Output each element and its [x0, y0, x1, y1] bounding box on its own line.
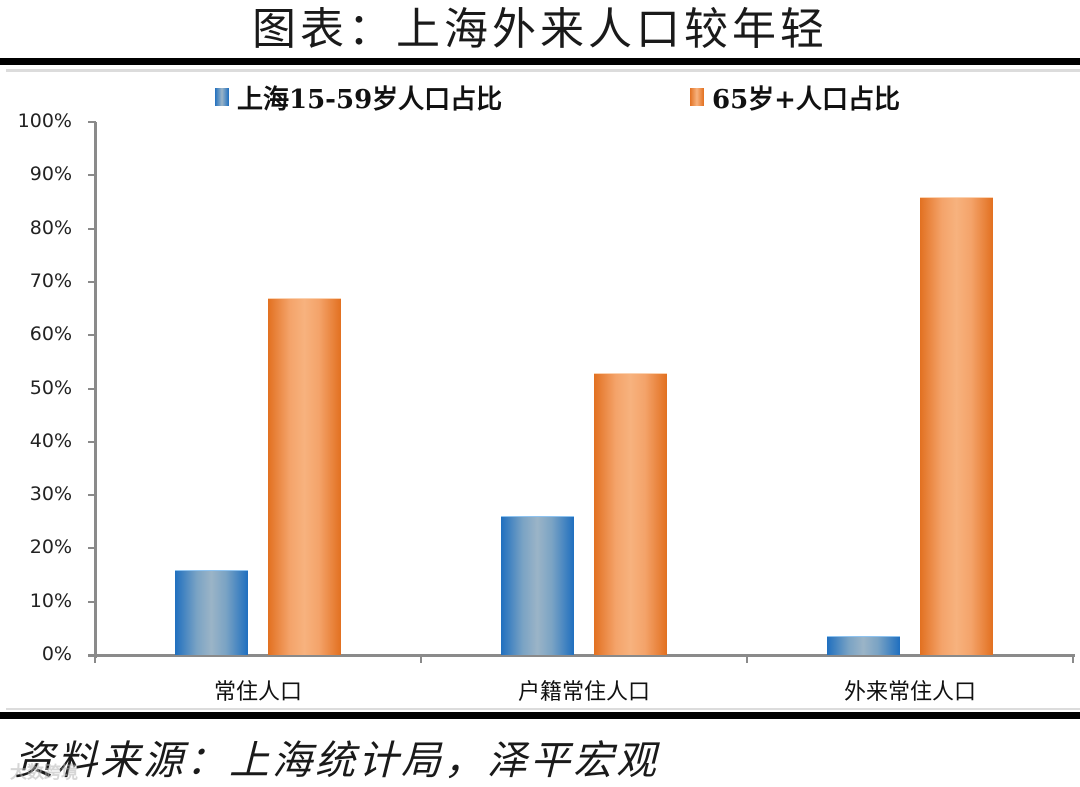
y-tick-label: 20%	[29, 536, 72, 559]
x-axis	[88, 654, 1075, 657]
bar-elderly-0	[268, 297, 341, 655]
bar-working-age-2	[827, 636, 900, 655]
y-tick-label: 50%	[29, 376, 72, 399]
bar-elderly-1	[594, 372, 667, 655]
y-tick-mark	[88, 174, 96, 177]
x-category-label: 常住人口	[213, 680, 302, 705]
top-divider	[0, 58, 1080, 65]
chart-title: 图表：上海外来人口较年轻	[252, 4, 828, 55]
x-category-label: 户籍常住人口	[517, 680, 650, 705]
y-tick-mark	[88, 654, 96, 656]
y-tick-mark	[88, 600, 96, 603]
y-tick-mark	[88, 440, 96, 443]
x-tick-mark	[1072, 654, 1074, 663]
y-tick-label: 40%	[29, 429, 72, 452]
y-tick-mark	[88, 280, 96, 283]
y-tick-label: 0%	[41, 643, 72, 665]
top-thin-divider	[6, 69, 1080, 72]
y-tick-mark	[88, 227, 96, 230]
y-tick-label: 60%	[29, 323, 72, 346]
bottom-divider	[0, 712, 1080, 719]
y-tick-mark	[88, 334, 96, 337]
legend-item-elderly: 65岁+人口占比	[690, 80, 900, 115]
x-tick-mark	[94, 654, 96, 663]
y-tick-label: 30%	[29, 483, 72, 506]
bar-elderly-2	[920, 196, 993, 655]
y-tick-mark	[88, 387, 96, 390]
y-tick-label: 90%	[29, 163, 72, 186]
legend-label: 上海15-59岁人口占比	[237, 84, 503, 115]
watermark: 大数跨境	[10, 763, 78, 783]
bar-working-age-0	[175, 569, 248, 655]
y-tick-label: 10%	[29, 589, 72, 612]
y-tick-label: 80%	[29, 216, 72, 239]
legend-label: 65岁+人口占比	[712, 84, 900, 115]
y-axis	[94, 122, 97, 658]
y-tick-mark	[88, 121, 96, 123]
y-tick-label: 70%	[29, 269, 72, 292]
x-tick-mark	[746, 654, 748, 663]
source-note: 资料来源：上海统计局，泽平宏观	[14, 738, 659, 784]
bottom-thin-divider	[6, 708, 1080, 710]
legend-item-working-age: 上海15-59岁人口占比	[215, 80, 503, 115]
legend-swatch-blue-icon	[215, 88, 229, 106]
x-tick-mark	[420, 654, 422, 663]
y-tick-label: 100%	[17, 110, 72, 132]
legend-swatch-orange-icon	[690, 88, 704, 106]
bar-working-age-1	[501, 516, 574, 655]
y-tick-mark	[88, 547, 96, 550]
x-category-label: 外来常住人口	[843, 680, 976, 705]
y-tick-mark	[88, 494, 96, 497]
